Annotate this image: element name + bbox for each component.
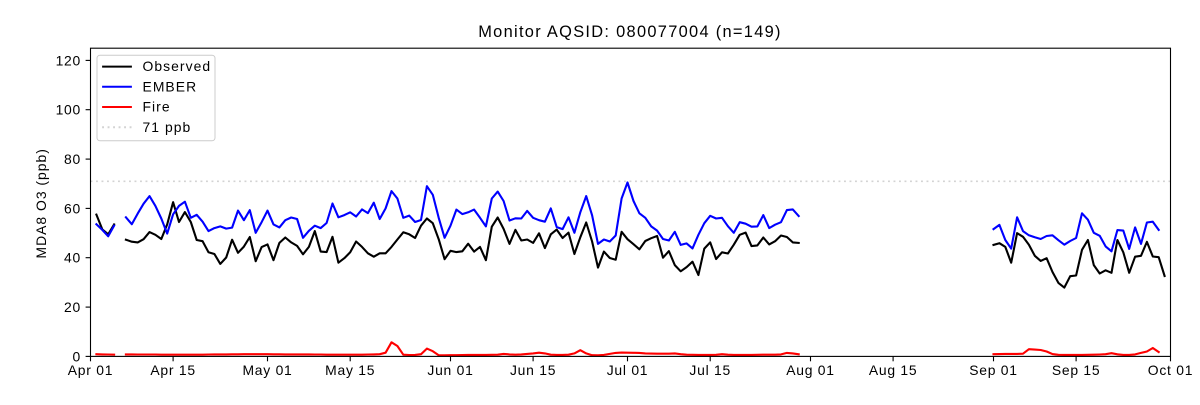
svg-text:Oct 01: Oct 01 bbox=[1148, 362, 1193, 378]
svg-text:Monitor AQSID: 080077004 (n=14: Monitor AQSID: 080077004 (n=149) bbox=[478, 23, 782, 41]
svg-text:Jul 01: Jul 01 bbox=[607, 362, 649, 378]
svg-text:100: 100 bbox=[56, 102, 81, 118]
svg-text:Apr 01: Apr 01 bbox=[68, 362, 113, 378]
svg-text:Sep 01: Sep 01 bbox=[969, 362, 1018, 378]
svg-text:Aug 01: Aug 01 bbox=[786, 362, 835, 378]
svg-text:Jun 01: Jun 01 bbox=[427, 362, 473, 378]
svg-text:Sep 15: Sep 15 bbox=[1052, 362, 1101, 378]
svg-text:60: 60 bbox=[64, 200, 81, 216]
svg-text:May 15: May 15 bbox=[325, 362, 375, 378]
svg-text:Jun 15: Jun 15 bbox=[510, 362, 556, 378]
svg-text:EMBER: EMBER bbox=[143, 78, 198, 94]
svg-text:71 ppb: 71 ppb bbox=[143, 119, 192, 135]
svg-text:Observed: Observed bbox=[143, 58, 212, 74]
svg-text:20: 20 bbox=[64, 299, 81, 315]
svg-text:80: 80 bbox=[64, 151, 81, 167]
svg-text:120: 120 bbox=[56, 52, 81, 68]
svg-text:MDA8 O3 (ppb): MDA8 O3 (ppb) bbox=[33, 148, 49, 258]
svg-text:May 01: May 01 bbox=[242, 362, 292, 378]
svg-text:Aug 15: Aug 15 bbox=[869, 362, 918, 378]
svg-text:0: 0 bbox=[73, 348, 81, 364]
svg-text:Apr 15: Apr 15 bbox=[150, 362, 195, 378]
svg-text:40: 40 bbox=[64, 250, 81, 266]
svg-text:Fire: Fire bbox=[143, 99, 171, 115]
svg-text:Jul 15: Jul 15 bbox=[689, 362, 731, 378]
